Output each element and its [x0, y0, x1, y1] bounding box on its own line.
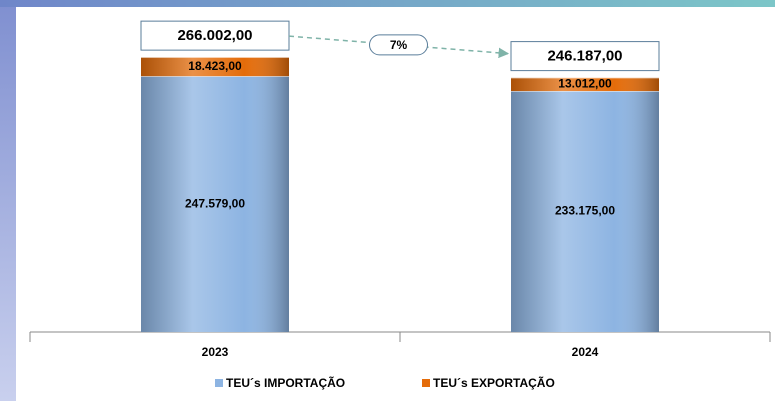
x-tick-label: 2023	[202, 345, 229, 359]
bar-shine	[141, 57, 289, 77]
total-box	[140, 20, 290, 51]
legend-swatch	[215, 379, 223, 387]
total-label: 246.187,00	[547, 48, 622, 65]
data-label: 13.012,00	[558, 77, 612, 91]
legend-label: TEU´s IMPORTAÇÃO	[226, 375, 345, 390]
legend-label: TEU´s EXPORTAÇÃO	[433, 375, 555, 390]
left-border	[0, 0, 16, 401]
bar-shine	[141, 76, 289, 332]
legend-swatch	[422, 379, 430, 387]
x-tick-label: 2024	[572, 345, 599, 359]
annotation: 7%	[390, 38, 408, 52]
data-label: 233.175,00	[555, 204, 615, 218]
data-label: 247.579,00	[185, 196, 245, 210]
bar-shine	[511, 77, 659, 92]
annotation-box	[369, 34, 428, 56]
total-label: 266.002,00	[177, 27, 252, 44]
top-border	[0, 0, 775, 7]
total-box	[510, 41, 660, 72]
bar-shine	[511, 91, 659, 333]
data-label: 18.423,00	[188, 59, 242, 73]
